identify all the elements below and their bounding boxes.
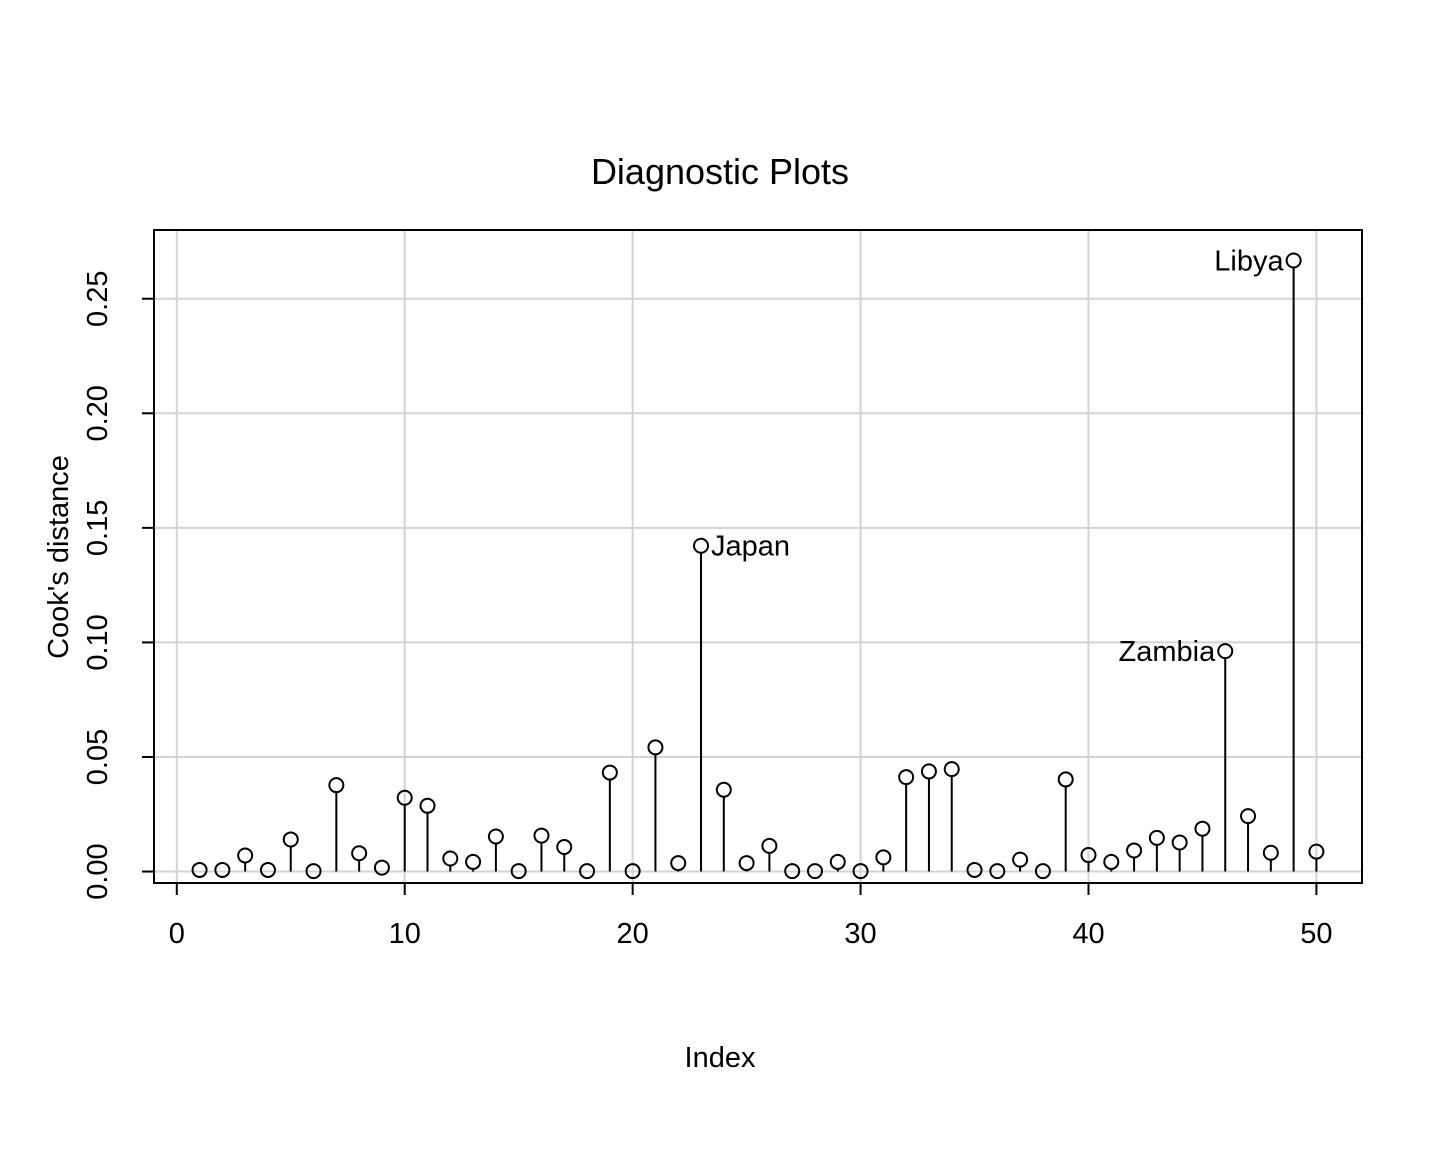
data-point: [1057, 771, 1074, 788]
y-tick-label: 0.05: [82, 729, 114, 785]
data-point: [1308, 843, 1325, 860]
chart-title: Diagnostic Plots: [591, 151, 849, 192]
data-point: [1285, 252, 1302, 269]
x-tick-label: 30: [844, 918, 876, 950]
data-point: [738, 855, 755, 872]
data-point: [191, 861, 208, 878]
data-point: [715, 781, 732, 798]
y-tick-label: 0.25: [82, 271, 114, 327]
data-point: [761, 837, 778, 854]
data-point: [579, 863, 596, 880]
data-point: [1012, 851, 1029, 868]
data-point: [647, 739, 664, 756]
stems: [244, 267, 1318, 872]
data-point: [989, 863, 1006, 880]
x-tick-label: 40: [1072, 918, 1104, 950]
data-point: [259, 861, 276, 878]
data-point: [1217, 643, 1234, 660]
data-point: [966, 861, 983, 878]
data-point: [784, 863, 801, 880]
grid: [154, 230, 1362, 883]
data-point: [1148, 829, 1165, 846]
data-point: [806, 863, 823, 880]
data-point: [693, 537, 710, 554]
data-point: [898, 769, 915, 786]
data-point: [829, 853, 846, 870]
y-tick-label: 0.00: [82, 843, 114, 899]
point-labels: Japan Zambia Libya: [711, 245, 1284, 668]
y-axis-label: Cook's distance: [43, 455, 75, 659]
data-point: [282, 831, 299, 848]
x-tick-label: 50: [1300, 918, 1332, 950]
x-tick-label: 10: [389, 918, 421, 950]
data-point: [1034, 863, 1051, 880]
data-point: [328, 777, 345, 794]
y-tick-label: 0.20: [82, 385, 114, 441]
plot-frame: [153, 229, 1363, 884]
data-point: [510, 863, 527, 880]
y-tick-label: 0.10: [82, 614, 114, 670]
data-point: [556, 839, 573, 856]
point-label: Zambia: [1119, 636, 1217, 668]
data-point: [852, 863, 869, 880]
x-tick-label: 0: [169, 918, 185, 950]
data-point: [1262, 844, 1279, 861]
data-points: [191, 252, 1325, 880]
data-point: [875, 849, 892, 866]
data-point: [601, 764, 618, 781]
data-point: [1080, 847, 1097, 864]
data-point: [1194, 820, 1211, 837]
data-point: [396, 789, 413, 806]
data-point: [237, 847, 254, 864]
point-label: Japan: [711, 531, 790, 563]
data-point: [920, 763, 937, 780]
data-point: [419, 797, 436, 814]
data-point: [351, 845, 368, 862]
data-point: [1171, 834, 1188, 851]
data-point: [465, 853, 482, 870]
data-point: [533, 827, 550, 844]
data-point: [1126, 842, 1143, 859]
data-point: [487, 828, 504, 845]
data-point: [214, 861, 231, 878]
y-tick-label: 0.15: [82, 500, 114, 556]
data-point: [305, 863, 322, 880]
point-label: Libya: [1214, 245, 1284, 277]
data-point: [373, 859, 390, 876]
data-point: [1103, 853, 1120, 870]
data-point: [1240, 808, 1257, 825]
x-tick-label: 20: [617, 918, 649, 950]
axes: 0 10 20 30 40 50 0.00 0.05 0.10 0.15 0.20 0.25: [82, 271, 1333, 950]
data-point: [442, 850, 459, 867]
data-point: [670, 855, 687, 872]
data-point: [943, 761, 960, 778]
x-axis-label: Index: [685, 1042, 756, 1074]
data-point: [624, 863, 641, 880]
